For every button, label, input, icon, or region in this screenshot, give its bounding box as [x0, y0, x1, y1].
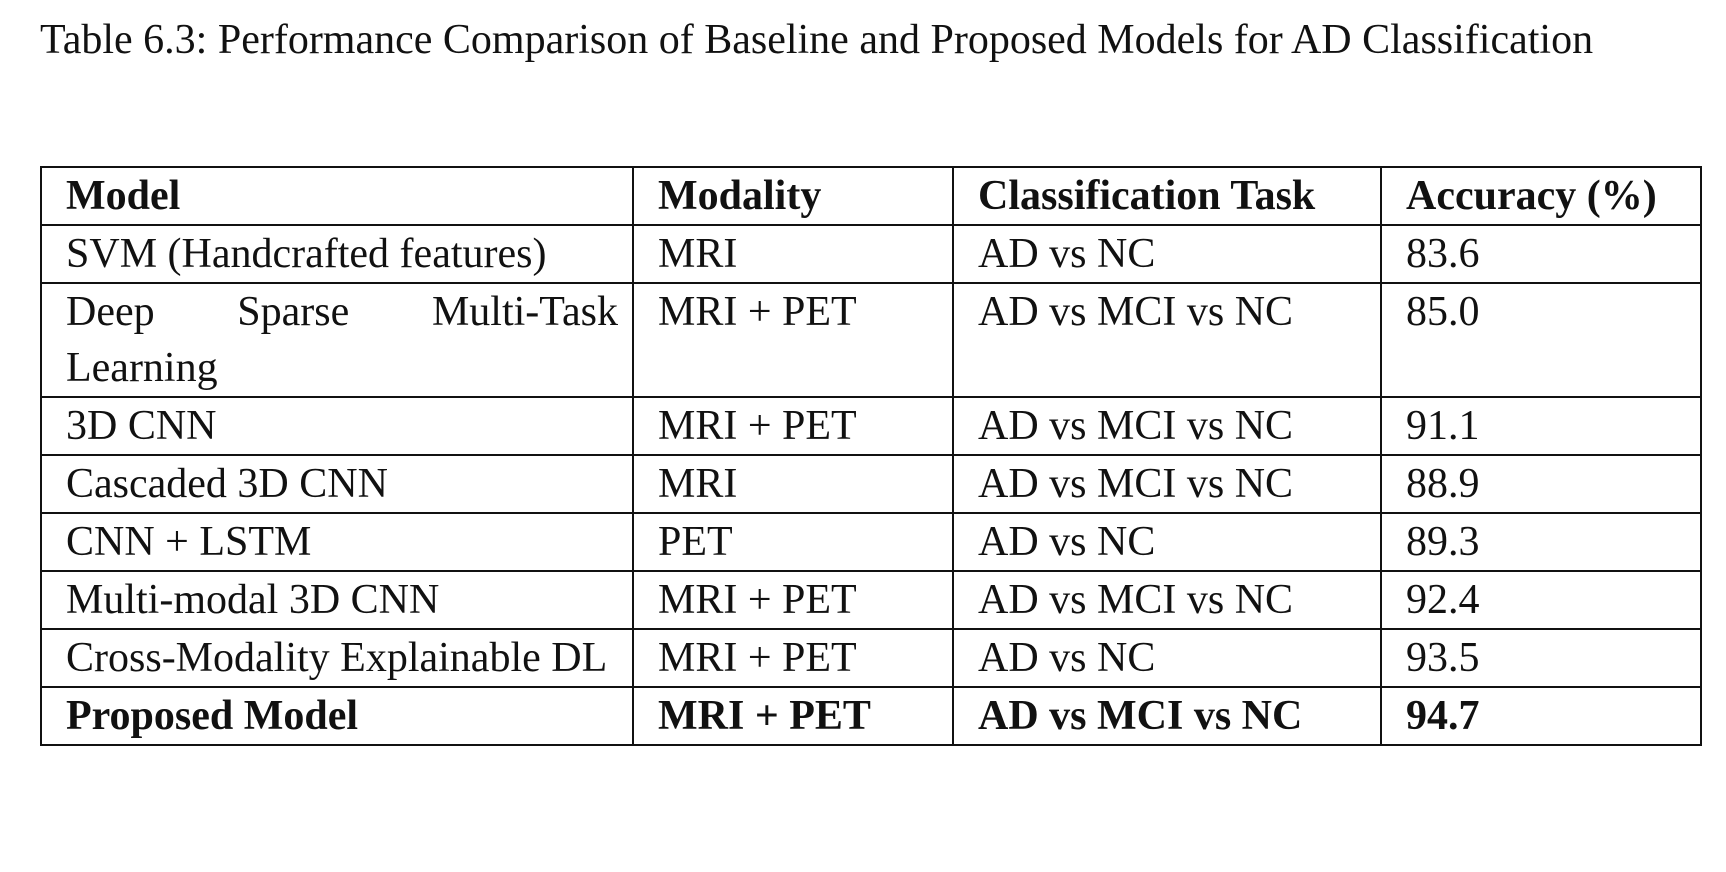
table-row: CNN + LSTM PET AD vs NC 89.3 — [40, 512, 1702, 572]
cell-modality: MRI + PET — [632, 686, 954, 746]
cell-accuracy: 83.6 — [1380, 224, 1702, 284]
cell-model: Proposed Model — [40, 686, 634, 746]
header-accuracy: Accuracy (%) — [1380, 166, 1702, 226]
cell-accuracy: 88.9 — [1380, 454, 1702, 514]
cell-model: CNN + LSTM — [40, 512, 634, 572]
table-row: Multi-modal 3D CNN MRI + PET AD vs MCI v… — [40, 570, 1702, 630]
cell-modality: MRI + PET — [632, 570, 954, 630]
cell-task: AD vs NC — [952, 628, 1382, 688]
header-model: Model — [40, 166, 634, 226]
cell-model: SVM (Handcrafted features) — [40, 224, 634, 284]
cell-accuracy: 89.3 — [1380, 512, 1702, 572]
cell-task: AD vs MCI vs NC — [952, 686, 1382, 746]
cell-model: Cross-Modality Explainable DL — [40, 628, 634, 688]
table-row-proposed: Proposed Model MRI + PET AD vs MCI vs NC… — [40, 686, 1702, 746]
cell-task: AD vs MCI vs NC — [952, 454, 1382, 514]
cell-accuracy: 91.1 — [1380, 396, 1702, 456]
cell-task: AD vs MCI vs NC — [952, 570, 1382, 630]
table-row: Deep Sparse Multi-Task Learning MRI + PE… — [40, 282, 1702, 398]
table-row: 3D CNN MRI + PET AD vs MCI vs NC 91.1 — [40, 396, 1702, 456]
cell-modality: MRI — [632, 454, 954, 514]
table-row: Cascaded 3D CNN MRI AD vs MCI vs NC 88.9 — [40, 454, 1702, 514]
cell-accuracy: 92.4 — [1380, 570, 1702, 630]
table-header-row: Model Modality Classification Task Accur… — [40, 166, 1702, 226]
table-caption: Table 6.3: Performance Comparison of Bas… — [40, 17, 1594, 63]
table-row: Cross-Modality Explainable DL MRI + PET … — [40, 628, 1702, 688]
cell-model: Multi-modal 3D CNN — [40, 570, 634, 630]
cell-task: AD vs NC — [952, 224, 1382, 284]
cell-modality: PET — [632, 512, 954, 572]
cell-model: 3D CNN — [40, 396, 634, 456]
cell-model: Deep Sparse Multi-Task Learning — [40, 282, 634, 398]
cell-model: Cascaded 3D CNN — [40, 454, 634, 514]
results-table: Model Modality Classification Task Accur… — [40, 166, 1702, 746]
cell-task: AD vs MCI vs NC — [952, 396, 1382, 456]
header-classification-task: Classification Task — [952, 166, 1382, 226]
cell-accuracy: 93.5 — [1380, 628, 1702, 688]
cell-modality: MRI + PET — [632, 282, 954, 398]
cell-modality: MRI + PET — [632, 396, 954, 456]
cell-task: AD vs NC — [952, 512, 1382, 572]
cell-accuracy: 94.7 — [1380, 686, 1702, 746]
cell-modality: MRI — [632, 224, 954, 284]
header-modality: Modality — [632, 166, 954, 226]
table-row: SVM (Handcrafted features) MRI AD vs NC … — [40, 224, 1702, 284]
cell-task: AD vs MCI vs NC — [952, 282, 1382, 398]
cell-modality: MRI + PET — [632, 628, 954, 688]
cell-accuracy: 85.0 — [1380, 282, 1702, 398]
